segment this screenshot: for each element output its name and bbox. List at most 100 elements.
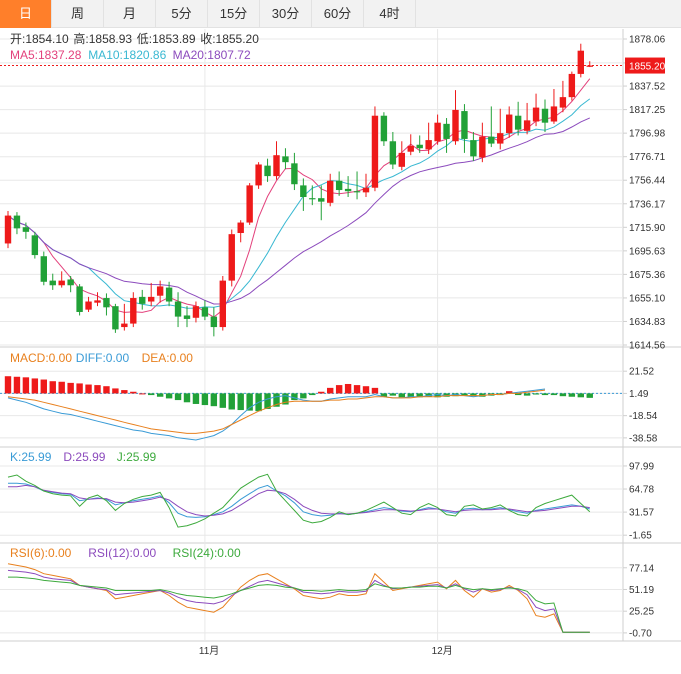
ohlc-legend-item: 收:1855.20 bbox=[200, 32, 259, 46]
candle-body bbox=[22, 227, 30, 232]
rsi-y-tick-label: 77.14 bbox=[629, 563, 654, 574]
kdj-legend-item: K:25.99 bbox=[10, 450, 52, 464]
macd-bar bbox=[541, 393, 549, 396]
candle-body bbox=[201, 307, 209, 317]
macd-bar bbox=[371, 387, 379, 394]
candle-body bbox=[532, 107, 540, 122]
kdj-y-tick-label: 31.57 bbox=[629, 508, 654, 519]
macd-bar bbox=[40, 379, 47, 394]
macd-y-tick-label: 21.52 bbox=[629, 367, 654, 378]
macd-bar bbox=[201, 393, 209, 406]
macd-y-tick-label: -18.54 bbox=[629, 411, 658, 422]
macd-bar bbox=[568, 393, 576, 397]
chart-area[interactable]: 1878.061857.461837.521817.251796.981776.… bbox=[0, 29, 681, 674]
tab-30min[interactable]: 30分 bbox=[260, 0, 312, 28]
candle-body bbox=[246, 185, 253, 223]
ma5-line bbox=[7, 78, 591, 318]
ma-legend-item: MA10:1820.86 bbox=[88, 48, 166, 62]
macd-bar bbox=[506, 391, 513, 394]
ma-legend-item: MA20:1807.72 bbox=[173, 48, 251, 62]
candle-body bbox=[318, 198, 325, 202]
candle-body bbox=[407, 145, 414, 152]
price-y-tick-label: 1837.52 bbox=[629, 82, 666, 93]
macd-bar bbox=[514, 393, 522, 396]
candle-body bbox=[282, 156, 289, 163]
candle-body bbox=[577, 50, 584, 74]
x-tick-label: 12月 bbox=[432, 645, 453, 657]
macd-bar bbox=[344, 383, 352, 394]
macd-bar bbox=[112, 388, 119, 394]
macd-bar bbox=[300, 393, 307, 399]
tab-day[interactable]: 日 bbox=[0, 0, 52, 28]
tab-5min[interactable]: 5分 bbox=[156, 0, 208, 28]
macd-bar bbox=[121, 390, 128, 394]
price-y-tick-label: 1756.44 bbox=[629, 176, 666, 187]
candle-body bbox=[443, 123, 450, 139]
tab-month[interactable]: 月 bbox=[104, 0, 156, 28]
macd-bar bbox=[577, 393, 584, 398]
macd-bar bbox=[318, 391, 325, 394]
candle-body bbox=[76, 286, 83, 312]
ma20-line bbox=[7, 117, 591, 305]
macd-bar bbox=[165, 393, 173, 399]
kdj-legend-item: D:25.99 bbox=[63, 450, 105, 464]
last-price-label: 1855.20 bbox=[629, 62, 666, 73]
macd-bar bbox=[273, 393, 280, 407]
macd-legend-item: MACD:0.00 bbox=[10, 351, 72, 365]
macd-bar bbox=[335, 385, 343, 394]
candle-body bbox=[4, 215, 12, 244]
macd-bar bbox=[434, 393, 441, 398]
rsi-y-tick-label: -0.70 bbox=[629, 628, 652, 639]
candle-body bbox=[470, 140, 477, 157]
tab-4hour[interactable]: 4时 bbox=[364, 0, 416, 28]
candle-body bbox=[523, 120, 531, 131]
candle-body bbox=[85, 301, 92, 310]
ohlc-legend-item: 低:1853.89 bbox=[137, 32, 196, 46]
candle-body bbox=[94, 300, 101, 303]
candle-body bbox=[380, 115, 388, 142]
candle-body bbox=[237, 222, 244, 234]
candle-body bbox=[40, 256, 47, 282]
macd-bar bbox=[22, 377, 30, 394]
macd-bar bbox=[94, 385, 101, 394]
tab-week[interactable]: 周 bbox=[52, 0, 104, 28]
price-y-tick-label: 1655.10 bbox=[629, 293, 666, 304]
candle-body bbox=[264, 165, 271, 177]
macd-bar bbox=[76, 383, 83, 394]
macd-bar bbox=[31, 378, 39, 394]
ma-legend-item: MA5:1837.28 bbox=[10, 48, 82, 62]
candle-body bbox=[353, 191, 361, 193]
kdj-y-tick-label: -1.65 bbox=[629, 531, 652, 542]
candle-body bbox=[559, 97, 567, 108]
macd-legend-item: DIFF:0.00 bbox=[76, 351, 130, 365]
macd-bar bbox=[291, 393, 298, 401]
candle-body bbox=[300, 185, 307, 198]
price-y-tick-label: 1878.06 bbox=[629, 35, 666, 46]
macd-bar bbox=[264, 393, 271, 409]
candle-body bbox=[497, 133, 504, 144]
rsi-legend-item: RSI(12):0.00 bbox=[88, 546, 156, 560]
candle-body bbox=[371, 115, 379, 188]
candle-body bbox=[210, 316, 218, 328]
tab-15min[interactable]: 15分 bbox=[208, 0, 260, 28]
candle-body bbox=[362, 187, 370, 193]
candle-body bbox=[49, 280, 56, 286]
macd-legend-item: DEA:0.00 bbox=[142, 351, 194, 365]
candle-body bbox=[174, 301, 182, 317]
rsi24-line bbox=[8, 576, 590, 633]
price-y-tick-label: 1634.83 bbox=[629, 317, 666, 328]
candle-body bbox=[506, 114, 513, 134]
candle-body bbox=[130, 298, 137, 324]
candle-body bbox=[488, 136, 495, 144]
macd-bar bbox=[85, 384, 92, 394]
x-tick-label: 11月 bbox=[199, 645, 219, 657]
diff-line bbox=[7, 388, 546, 441]
macd-bar bbox=[461, 393, 468, 396]
price-y-tick-label: 1695.63 bbox=[629, 246, 666, 257]
macd-bar bbox=[139, 393, 146, 395]
period-tabs: 日 周 月 5分 15分 30分 60分 4时 bbox=[0, 0, 681, 28]
tab-60min[interactable]: 60分 bbox=[312, 0, 364, 28]
macd-bar bbox=[550, 393, 558, 396]
candle-body bbox=[461, 111, 468, 139]
candle-body bbox=[165, 287, 173, 302]
